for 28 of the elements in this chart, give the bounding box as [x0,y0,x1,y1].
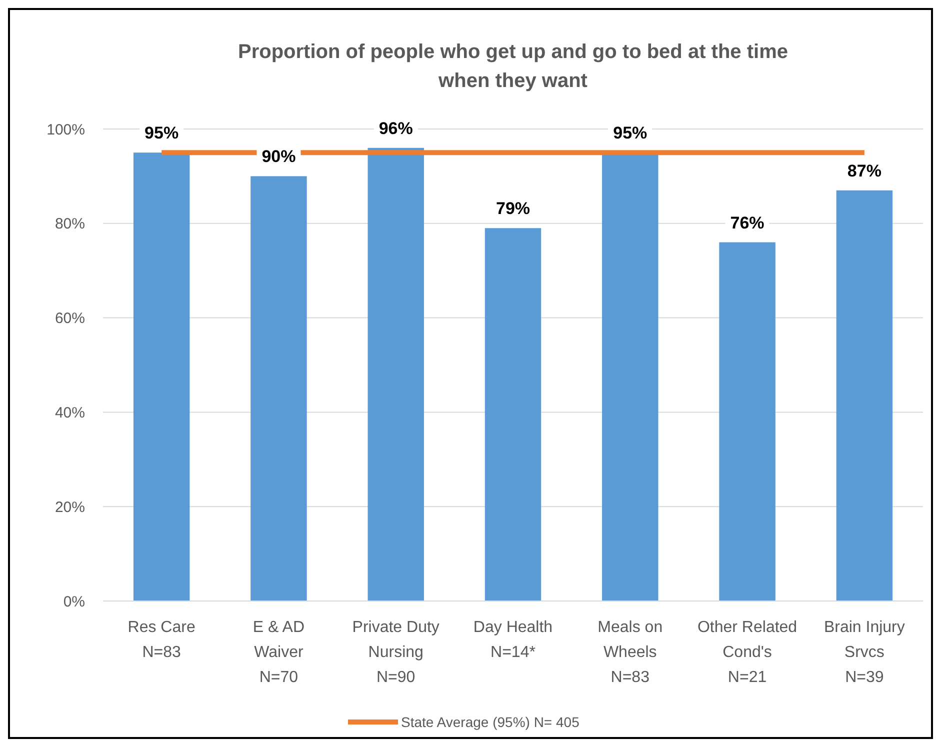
bar [250,176,307,601]
data-label: 95% [144,124,179,143]
legend-label: State Average (95%) N= 405 [401,714,580,730]
data-label: 76% [730,213,764,232]
x-tick-label: Res Care N=83 [128,619,196,661]
x-tick-label: Brain Injury Srvcs N=39 [824,619,905,686]
bar [368,148,424,601]
y-tick-label: 40% [54,404,85,422]
data-label: 79% [496,199,530,218]
bar [719,242,776,601]
x-tick-label: Other Related Cond's N=21 [697,619,798,686]
x-tick-label: E & AD Waiver N=70 [252,619,305,686]
chart-title: Proportion of people who get up and go to bed at the time when they want [238,41,788,92]
bar [484,228,542,601]
bar [836,190,893,601]
data-label: 96% [378,118,413,138]
y-tick-label: 20% [54,498,85,516]
y-tick-label: 80% [54,216,85,233]
bar [133,152,190,601]
y-tick-label: 100% [46,121,85,138]
data-label: 87% [847,161,882,180]
x-tick-label: Private Duty Nursing N=90 [352,619,440,686]
data-label: 90% [262,147,296,166]
data-label: 95% [613,124,648,143]
x-tick-label: Day Health N=14* [473,619,553,661]
y-tick-label: 0% [63,593,85,610]
x-tick-label: Meals on Wheels N=83 [598,619,663,686]
y-tick-label: 60% [54,310,85,328]
